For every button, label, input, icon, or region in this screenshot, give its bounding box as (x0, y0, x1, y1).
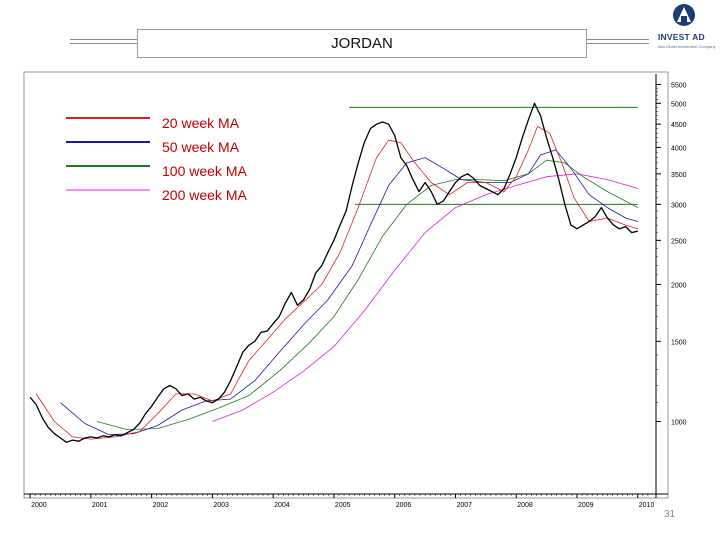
logo-tagline: Abu Dhabi Investment Company (658, 44, 716, 49)
y-tick-label: 1500 (671, 339, 687, 346)
ma50-line (60, 149, 638, 436)
y-tick-label: 2000 (671, 282, 687, 289)
y-tick-label: 1000 (671, 419, 687, 426)
title-rule-left-lower (70, 43, 137, 44)
page-title: JORDAN (137, 29, 587, 58)
ma20-line (35, 126, 638, 440)
x-tick-label: 2010 (639, 502, 655, 509)
y-tick-label: 3500 (671, 172, 687, 179)
title-rule-right (587, 39, 649, 40)
ma100-line (96, 159, 638, 430)
y-tick-label: 2500 (671, 238, 687, 245)
invest-ad-logo-icon (673, 4, 695, 26)
legend-label-1: 20 week MA (162, 115, 240, 131)
y-tick-label: 5500 (671, 82, 687, 89)
x-tick-label: 2000 (31, 502, 47, 509)
y-tick-label: 5000 (671, 101, 687, 108)
x-tick-label: 2003 (213, 502, 229, 509)
x-tick-label: 2009 (578, 502, 594, 509)
title-rule-right-lower (587, 43, 649, 44)
x-tick-label: 2001 (92, 502, 108, 509)
x-tick-label: 2005 (335, 502, 351, 509)
price-line (29, 102, 638, 443)
x-tick-label: 2006 (396, 502, 412, 509)
page-number: 31 (664, 509, 676, 520)
title-rule-left (70, 39, 137, 40)
legend-label-2: 50 week MA (162, 139, 240, 155)
y-tick-label: 4000 (671, 145, 687, 152)
y-tick-label: 4500 (671, 122, 687, 129)
logo-name: INVEST AD (658, 32, 705, 42)
x-tick-label: 2008 (517, 502, 533, 509)
x-tick-label: 2004 (274, 502, 290, 509)
x-tick-label: 2007 (456, 502, 472, 509)
y-tick-label: 3000 (671, 202, 687, 209)
x-tick-label: 2002 (153, 502, 169, 509)
legend-label-4: 200 week MA (162, 187, 247, 203)
ma200-line (212, 173, 638, 422)
legend-label-3: 100 week MA (162, 163, 247, 179)
